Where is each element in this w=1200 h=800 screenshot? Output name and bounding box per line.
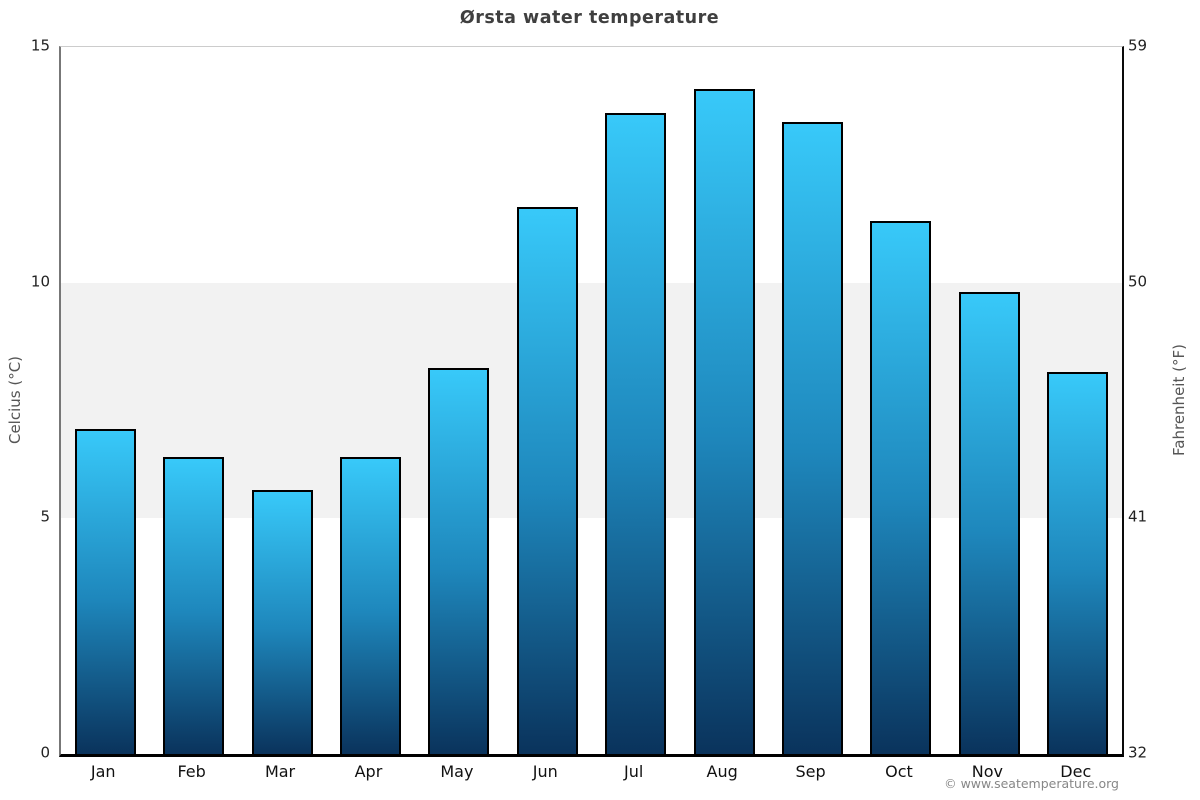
copyright-credit: © www.seatemperature.org [944, 776, 1119, 791]
x-label-mar: Mar [264, 762, 296, 781]
x-label-jun: Jun [532, 762, 558, 781]
celsius-tick-5: 5 [40, 507, 50, 526]
x-label-feb: Feb [177, 762, 206, 781]
bar-jul [605, 113, 667, 754]
bar-jan [74, 428, 136, 754]
bar-aug [693, 89, 755, 754]
x-label-apr: Apr [354, 762, 383, 781]
bar-mar [251, 490, 313, 754]
y-axis-title-celsius: Celcius (°C) [6, 355, 24, 445]
fahrenheit-tick-32: 32 [1128, 743, 1148, 762]
x-label-may: May [440, 762, 474, 781]
fahrenheit-tick-50: 50 [1128, 272, 1148, 291]
x-label-oct: Oct [885, 762, 913, 781]
bar-nov [958, 292, 1020, 754]
y-axis-title-fahrenheit: Fahrenheit (°F) [1170, 344, 1188, 456]
shaded-band-5-10c [61, 282, 1122, 519]
x-label-dec: Dec [1060, 762, 1092, 781]
x-label-jan: Jan [90, 762, 116, 781]
bar-sep [782, 122, 844, 754]
bar-may [428, 367, 490, 754]
fahrenheit-tick-59: 59 [1128, 36, 1148, 55]
chart-title: Ørsta water temperature [459, 8, 720, 28]
bar-feb [163, 457, 225, 754]
bar-jun [516, 207, 578, 754]
fahrenheit-tick-41: 41 [1128, 507, 1148, 526]
celsius-tick-15: 15 [30, 36, 50, 55]
plot-area [59, 46, 1124, 757]
x-label-aug: Aug [706, 762, 738, 781]
x-label-jul: Jul [624, 762, 644, 781]
x-label-sep: Sep [795, 762, 826, 781]
x-label-nov: Nov [971, 762, 1003, 781]
bar-dec [1047, 372, 1109, 754]
bar-apr [339, 457, 401, 754]
celsius-tick-0: 0 [40, 743, 50, 762]
bar-oct [870, 221, 932, 754]
celsius-tick-10: 10 [30, 272, 50, 291]
